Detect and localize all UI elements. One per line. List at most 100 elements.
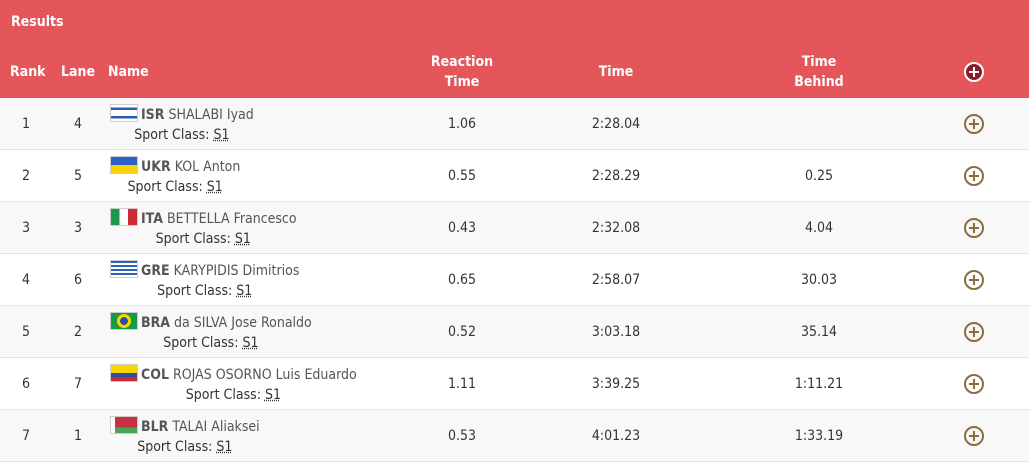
expand-row-icon[interactable] [964,217,984,238]
time-behind: 4.04 [804,219,834,236]
flag-icon [110,364,138,382]
sport-class[interactable]: S1 [242,335,259,351]
results-table: 1 4 ISR SHALABI Iyad Sport Class: S1 1.0… [0,98,1029,462]
sport-class-label: Sport Class: [185,387,261,403]
col-reaction-time: Reaction Time [412,52,512,92]
reaction-time: 0.65 [447,271,477,288]
col-time: Time [598,64,634,80]
flag-icon [110,104,138,122]
country-code: UKR [141,159,171,175]
sport-class-label: Sport Class: [163,335,239,351]
athlete-name[interactable]: ROJAS OSORNO Luis Eduardo [172,367,357,383]
sport-class-label: Sport Class: [134,127,210,143]
table-row: 5 2 BRA da SILVA Jose Ronaldo Sport Clas… [0,306,1029,358]
time: 3:39.25 [591,375,641,392]
table-row: 2 5 UKR KOL Anton Sport Class: S1 0.55 2… [0,150,1029,202]
time: 2:32.08 [591,219,641,236]
lane: 7 [73,375,82,392]
time-behind: 1:11.21 [794,375,844,392]
athlete-name[interactable]: BETTELLA Francesco [166,211,297,227]
col-time-behind: Time Behind [769,52,869,92]
lane: 2 [73,323,82,340]
country-code: ISR [141,107,165,123]
expand-row-icon[interactable] [964,321,984,342]
athlete: BRA da SILVA Jose Ronaldo Sport Class: S… [110,312,312,353]
athlete-name[interactable]: KOL Anton [174,159,241,175]
athlete: ISR SHALABI Iyad Sport Class: S1 [110,104,254,145]
col-rank: Rank [10,64,46,80]
athlete-name[interactable]: KARYPIDIS Dimitrios [173,263,300,279]
time: 2:58.07 [591,271,641,288]
athlete: COL ROJAS OSORNO Luis Eduardo Sport Clas… [110,364,357,405]
lane: 6 [73,271,82,288]
col-reaction-line2: Time [444,74,480,90]
athlete-name[interactable]: da SILVA Jose Ronaldo [174,315,312,331]
athlete: BLR TALAI Aliaksei Sport Class: S1 [110,416,260,457]
time: 2:28.29 [591,167,641,184]
expand-row-icon[interactable] [964,269,984,290]
col-behind-line1: Time [801,54,837,70]
reaction-time: 1.11 [447,375,477,392]
col-name: Name [108,64,149,80]
lane: 5 [73,167,82,184]
country-code: BRA [141,315,171,331]
country-code: GRE [141,263,170,279]
time-behind: 35.14 [800,323,838,340]
sport-class[interactable]: S1 [206,179,223,195]
athlete: UKR KOL Anton Sport Class: S1 [110,156,240,197]
table-row: 6 7 COL ROJAS OSORNO Luis Eduardo Sport … [0,358,1029,410]
rank: 3 [21,219,30,236]
flag-icon [110,312,138,330]
reaction-time: 1.06 [447,115,477,132]
col-lane: Lane [61,64,96,80]
time-behind: 0.25 [804,167,834,184]
lane: 1 [73,427,82,444]
country-code: COL [141,367,169,383]
time-behind: 30.03 [800,271,838,288]
rank: 5 [21,323,30,340]
time: 2:28.04 [591,115,641,132]
table-row: 7 1 BLR TALAI Aliaksei Sport Class: S1 0… [0,410,1029,462]
expand-row-icon[interactable] [964,113,984,134]
flag-icon [110,208,138,226]
time: 4:01.23 [591,427,641,444]
flag-icon [110,416,138,434]
sport-class-label: Sport Class: [155,231,231,247]
table-row: 4 6 GRE KARYPIDIS Dimitrios Sport Class:… [0,254,1029,306]
flag-icon [110,260,138,278]
time: 3:03.18 [591,323,641,340]
time-behind: 1:33.19 [794,427,844,444]
sport-class[interactable]: S1 [216,439,233,455]
sport-class[interactable]: S1 [234,231,251,247]
sport-class-label: Sport Class: [137,439,213,455]
expand-row-icon[interactable] [964,373,984,394]
table-row: 1 4 ISR SHALABI Iyad Sport Class: S1 1.0… [0,98,1029,150]
lane: 4 [73,115,82,132]
athlete: ITA BETTELLA Francesco Sport Class: S1 [110,208,297,249]
sport-class[interactable]: S1 [236,283,253,299]
reaction-time: 0.53 [447,427,477,444]
table-row: 3 3 ITA BETTELLA Francesco Sport Class: … [0,202,1029,254]
rank: 7 [21,427,30,444]
sport-class[interactable]: S1 [264,387,281,403]
expand-row-icon[interactable] [964,165,984,186]
col-behind-line2: Behind [794,74,844,90]
athlete: GRE KARYPIDIS Dimitrios Sport Class: S1 [110,260,299,301]
results-header: Results Rank Lane Name Reaction Time Time… [0,0,1029,98]
expand-row-icon[interactable] [964,425,984,446]
rank: 6 [21,375,30,392]
sport-class-label: Sport Class: [127,179,203,195]
country-code: BLR [141,419,169,435]
expand-all-icon[interactable] [964,62,984,82]
sport-class-label: Sport Class: [157,283,233,299]
rank: 4 [21,271,30,288]
reaction-time: 0.55 [447,167,477,184]
athlete-name[interactable]: SHALABI Iyad [168,107,254,123]
rank: 1 [21,115,30,132]
results-title: Results [11,14,64,30]
col-reaction-line1: Reaction [430,54,494,70]
reaction-time: 0.52 [447,323,477,340]
sport-class[interactable]: S1 [213,127,230,143]
flag-icon [110,156,138,174]
athlete-name[interactable]: TALAI Aliaksei [172,419,260,435]
